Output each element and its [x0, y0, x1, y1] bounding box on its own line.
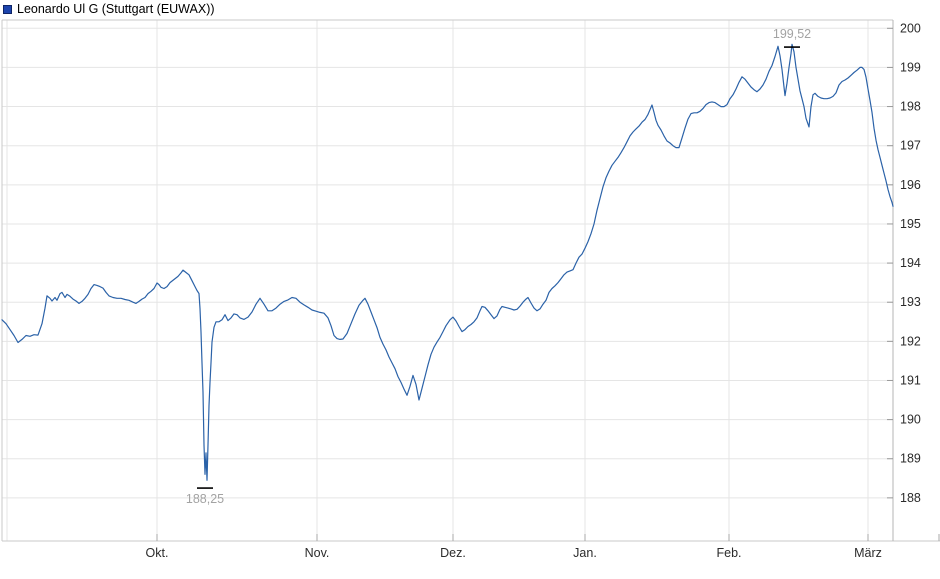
x-axis-label: Dez. [440, 546, 466, 560]
x-axis-label: März [854, 546, 882, 560]
series-legend-swatch [3, 4, 12, 14]
x-axis-label: Jan. [573, 546, 597, 560]
high-annotation-label: 199,52 [773, 27, 811, 41]
y-axis-label: 198 [900, 100, 921, 114]
y-axis-label: 199 [900, 60, 921, 74]
x-axis-label: Feb. [716, 546, 741, 560]
low-annotation-label: 188,25 [186, 492, 224, 506]
y-axis-label: 190 [900, 413, 921, 427]
y-axis-label: 195 [900, 217, 921, 231]
y-axis-label: 188 [900, 491, 921, 505]
y-axis-label: 191 [900, 373, 921, 387]
y-axis-label: 196 [900, 178, 921, 192]
y-axis-label: 197 [900, 139, 921, 153]
y-axis-label: 194 [900, 256, 921, 270]
price-line [1, 43, 894, 481]
chart-title: Leonardo Ul G (Stuttgart (EUWAX)) [17, 2, 215, 16]
y-axis-label: 200 [900, 21, 921, 35]
y-axis-label: 189 [900, 452, 921, 466]
x-axis-label: Okt. [146, 546, 169, 560]
y-axis-label: 193 [900, 295, 921, 309]
y-axis-label: 192 [900, 334, 921, 348]
x-axis-label: Nov. [305, 546, 330, 560]
chart-legend: Leonardo Ul G (Stuttgart (EUWAX)) [3, 2, 215, 16]
